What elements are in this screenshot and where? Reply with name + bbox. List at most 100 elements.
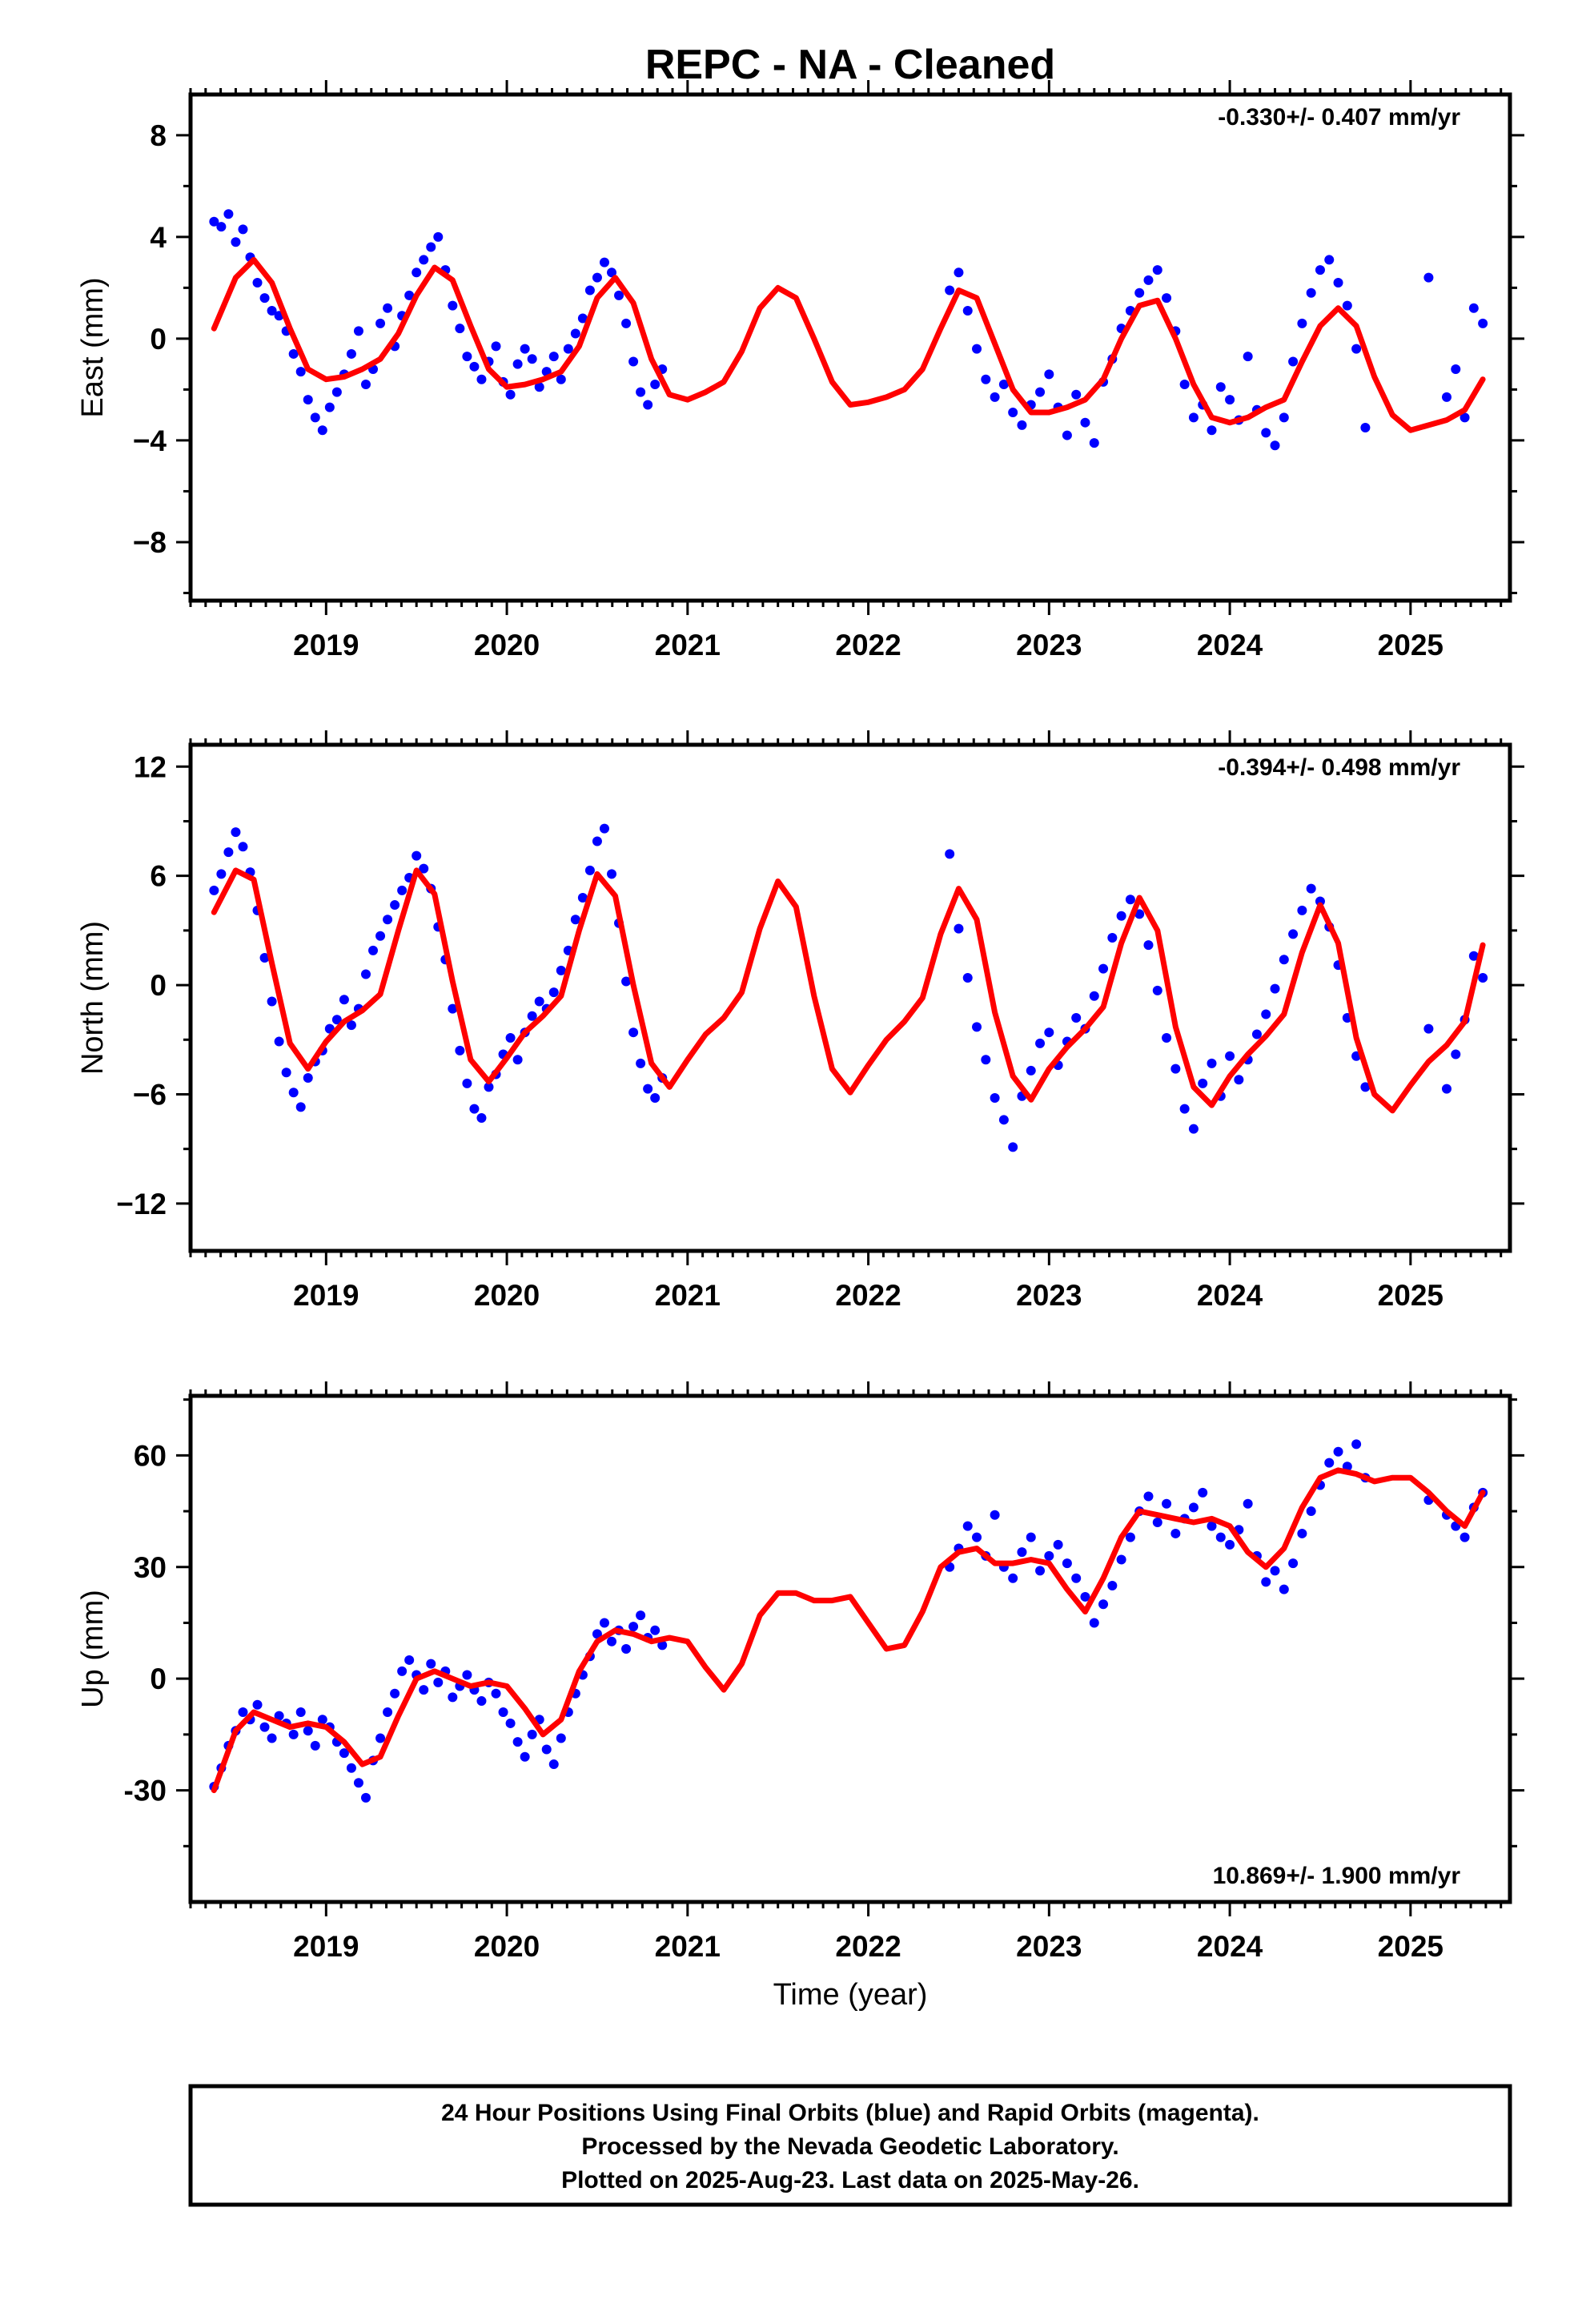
data-point (1162, 293, 1172, 304)
data-point (209, 216, 219, 227)
data-point (1008, 1573, 1018, 1583)
data-point (1315, 265, 1325, 275)
data-point (981, 1055, 991, 1065)
data-point (592, 836, 602, 846)
data-point (346, 1763, 356, 1773)
data-point (1261, 1577, 1271, 1587)
data-point (1017, 420, 1027, 430)
data-point (1423, 1023, 1434, 1034)
x-tick-label: 2025 (1378, 1930, 1443, 1963)
data-point (1062, 1558, 1072, 1569)
data-point (476, 374, 487, 384)
data-point (570, 328, 580, 339)
data-point (563, 344, 573, 354)
data-point (419, 255, 429, 265)
data-point (267, 996, 277, 1007)
data-point (360, 1792, 371, 1803)
data-point (1460, 1532, 1470, 1542)
data-point (505, 1718, 516, 1728)
data-point (1134, 287, 1145, 298)
y-tick-label: −6 (133, 1078, 167, 1111)
y-tick-label: 0 (150, 323, 167, 356)
data-point (390, 1688, 400, 1699)
data-point (592, 272, 602, 283)
data-point (962, 305, 973, 316)
data-point (512, 1737, 523, 1747)
y-tick-label: 0 (150, 1663, 167, 1695)
data-point (455, 324, 465, 334)
panel-0: 2019 2020 2021 2022 2023 2024 2025 8 4 0 −4 −8 -0.33… (76, 80, 1524, 661)
data-point (209, 885, 219, 895)
data-point (1215, 382, 1226, 392)
footer-line-plotted: Plotted on 2025-Aug-23. Last data on 202… (561, 2167, 1139, 2193)
x-tick-label: 2022 (835, 1930, 901, 1963)
data-point (990, 1510, 1000, 1520)
data-point (448, 1692, 458, 1703)
data-point (1451, 1049, 1461, 1059)
data-point (360, 380, 371, 390)
data-point (1270, 983, 1280, 994)
data-point (375, 931, 386, 941)
data-point (584, 865, 595, 875)
x-tick-label: 2021 (655, 629, 721, 661)
data-point (353, 1778, 363, 1788)
data-point (390, 900, 400, 911)
data-point (1134, 909, 1145, 919)
data-point (636, 1058, 646, 1068)
data-point (548, 352, 559, 362)
plot-area (209, 823, 1488, 1152)
data-point (1279, 955, 1289, 965)
data-point (1451, 364, 1461, 374)
data-point (1306, 287, 1316, 298)
data-point (288, 1088, 299, 1098)
x-tick-label: 2023 (1016, 629, 1082, 661)
data-point (1342, 300, 1352, 311)
figure-title: REPC - NA - Cleaned (645, 42, 1055, 88)
x-tick-label: 2021 (655, 1279, 721, 1312)
data-point (259, 952, 270, 963)
data-point (520, 1751, 530, 1762)
data-point (628, 1027, 639, 1038)
data-point (505, 389, 516, 400)
data-point (577, 892, 588, 903)
data-point (1297, 1528, 1307, 1538)
plot-frame (188, 1393, 1512, 1904)
footer-line-processed: Processed by the Nevada Geodetic Laborat… (581, 2133, 1118, 2160)
x-tick-label: 2022 (835, 629, 901, 661)
x-tick-label: 2019 (293, 1279, 359, 1312)
data-point (599, 257, 609, 267)
model-fit-line (211, 256, 1486, 433)
data-point (317, 425, 327, 436)
plot-frame (188, 92, 1512, 603)
data-point (607, 869, 617, 879)
data-point (346, 1020, 356, 1031)
y-tick-label: 12 (134, 750, 167, 783)
data-point (643, 1084, 653, 1094)
data-point (1279, 412, 1289, 423)
data-point (1441, 392, 1452, 402)
data-point (1225, 395, 1235, 405)
x-tick-label: 2023 (1016, 1279, 1082, 1312)
y-axis-label: North (mm) (76, 921, 110, 1075)
x-tick-label: 2020 (474, 1279, 540, 1312)
data-point (1179, 1104, 1190, 1114)
data-point (1261, 428, 1271, 438)
data-point (1089, 1618, 1099, 1628)
data-point (491, 341, 501, 352)
data-point (1035, 1566, 1046, 1576)
y-tick-label: −4 (133, 424, 167, 457)
data-point (1306, 883, 1316, 894)
y-tick-label: 0 (150, 969, 167, 1002)
data-point (498, 1707, 508, 1717)
data-point (1306, 1506, 1316, 1517)
data-point (419, 863, 429, 874)
data-point (426, 242, 436, 252)
data-point (1360, 423, 1371, 433)
data-point (1288, 356, 1299, 367)
data-point (469, 361, 480, 372)
data-point (607, 267, 617, 278)
data-point (1089, 991, 1099, 1001)
y-tick-label: 30 (134, 1551, 167, 1584)
data-point (1008, 407, 1018, 417)
data-point (259, 1722, 270, 1732)
